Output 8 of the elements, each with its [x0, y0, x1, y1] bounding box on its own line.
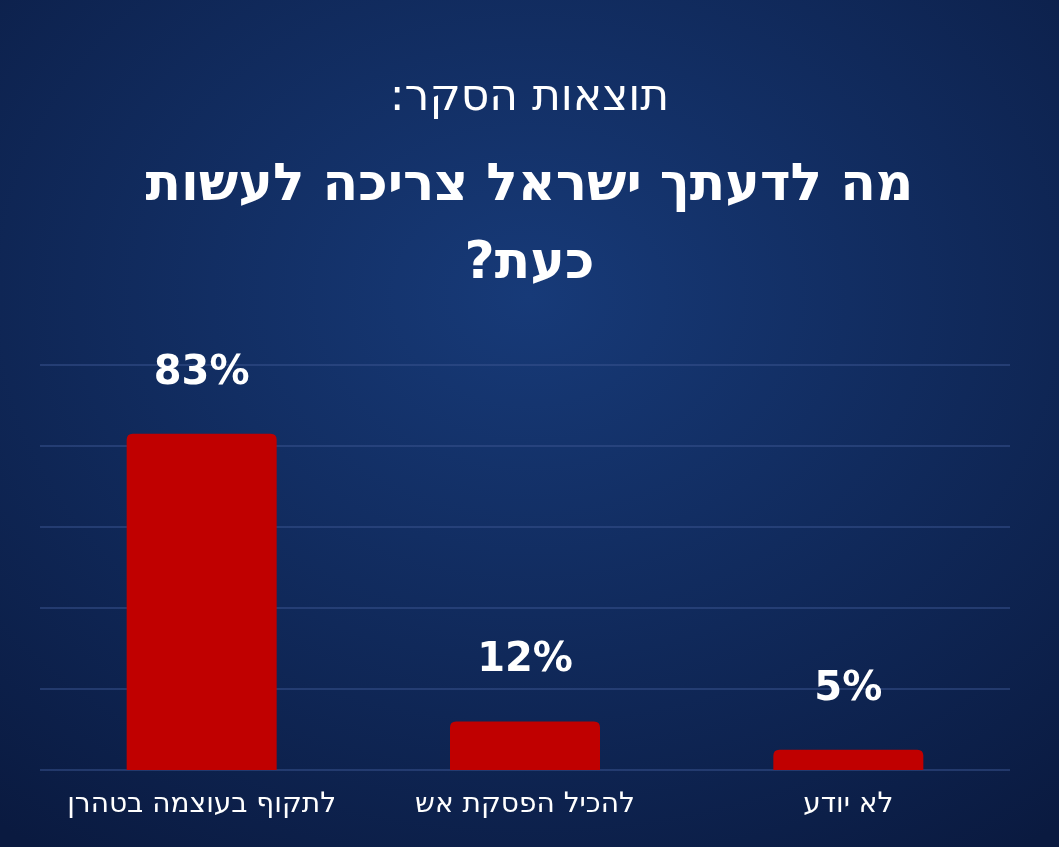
chart-subtitle: מה לדעתך ישראל צריכה לעשות כעת?: [145, 152, 914, 290]
x-tick-label: לא יודע: [803, 786, 894, 819]
data-label: 5%: [814, 662, 883, 709]
x-tick-label: להכיל הפסקת אש: [415, 786, 635, 819]
data-label: 83%: [153, 346, 250, 393]
x-tick-label: לתקוף בעוצמה בטהרן: [67, 786, 337, 819]
chart-title: תוצאות הסקר:: [389, 69, 670, 120]
data-label: 12%: [477, 634, 573, 681]
